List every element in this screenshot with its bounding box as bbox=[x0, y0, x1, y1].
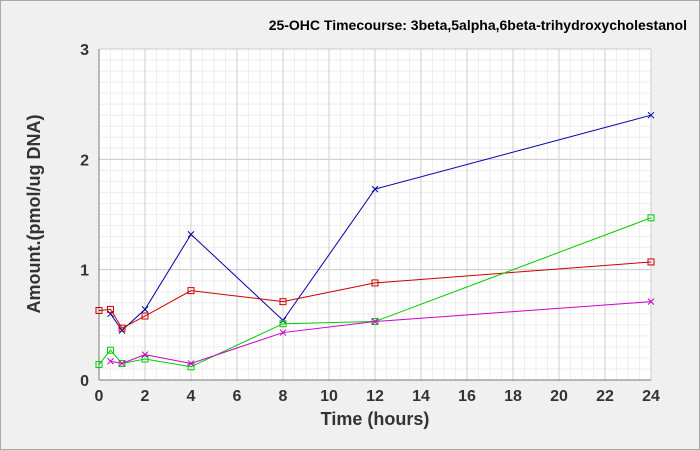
data-point bbox=[647, 298, 655, 306]
data-point bbox=[107, 346, 114, 354]
x-tick-label: 20 bbox=[550, 388, 568, 405]
x-tick-label: 18 bbox=[504, 388, 522, 405]
data-point bbox=[141, 351, 149, 358]
x-tick-label: 0 bbox=[95, 388, 104, 405]
series-line bbox=[98, 217, 652, 368]
data-point bbox=[647, 111, 655, 119]
x-tick-label: 10 bbox=[320, 388, 338, 405]
data-point bbox=[118, 326, 126, 334]
data-point bbox=[279, 298, 287, 306]
y-tick-label: 1 bbox=[80, 263, 89, 280]
data-point bbox=[371, 318, 379, 325]
x-tick-label: 8 bbox=[279, 388, 288, 405]
data-point bbox=[187, 287, 195, 295]
data-point bbox=[647, 258, 655, 266]
y-tick-label: 0 bbox=[80, 373, 89, 390]
data-point bbox=[371, 185, 379, 193]
data-point bbox=[141, 355, 149, 363]
x-axis-label: Time (hours) bbox=[321, 409, 430, 429]
data-point bbox=[118, 360, 126, 367]
series-4 bbox=[107, 298, 655, 367]
data-point bbox=[187, 231, 195, 238]
chart-title: 25-OHC Timecourse: 3beta,5alpha,6beta-tr… bbox=[269, 17, 687, 33]
x-tick-label: 14 bbox=[412, 388, 430, 405]
data-point bbox=[107, 305, 114, 313]
x-tick-label: 6 bbox=[233, 388, 242, 405]
x-tick-label: 16 bbox=[458, 388, 476, 405]
data-point bbox=[141, 312, 149, 320]
data-point bbox=[95, 306, 103, 314]
data-point bbox=[187, 360, 195, 367]
series-2 bbox=[95, 258, 655, 332]
x-tick-label: 24 bbox=[642, 388, 660, 405]
x-tick-label: 12 bbox=[366, 388, 384, 405]
x-tick-label: 4 bbox=[187, 388, 196, 405]
data-point bbox=[371, 279, 379, 287]
data-point bbox=[279, 320, 287, 328]
y-tick-label: 2 bbox=[80, 152, 89, 169]
data-point bbox=[95, 361, 103, 369]
x-tick-label: 22 bbox=[596, 388, 614, 405]
series-layer bbox=[95, 111, 655, 371]
data-point bbox=[107, 357, 114, 365]
series-1 bbox=[107, 111, 655, 334]
data-point bbox=[647, 214, 655, 222]
axes bbox=[98, 49, 651, 381]
data-point bbox=[279, 329, 287, 336]
y-axis-label: Amount.(pmol/ug DNA) bbox=[24, 115, 44, 314]
data-point bbox=[118, 359, 126, 367]
data-point bbox=[118, 324, 126, 332]
y-tick-label: 3 bbox=[80, 42, 89, 59]
x-tick-label: 2 bbox=[141, 388, 150, 405]
data-point bbox=[141, 306, 149, 313]
